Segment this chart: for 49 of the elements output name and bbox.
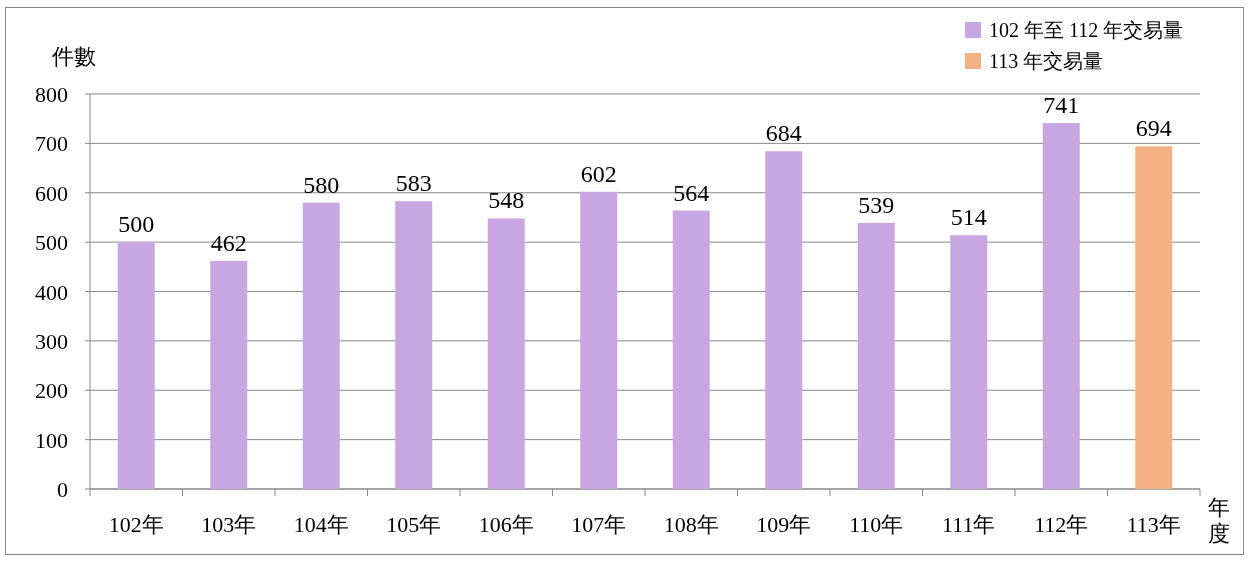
bar	[1042, 123, 1080, 489]
x-tick-label: 103年	[201, 512, 257, 537]
x-tick-label: 105年	[386, 512, 442, 537]
x-tick-label: 102年	[108, 512, 164, 537]
bar	[765, 151, 803, 489]
y-tick-label: 500	[35, 230, 68, 256]
data-label: 564	[673, 179, 710, 206]
y-tick-label: 0	[57, 477, 68, 502]
x-axis-title: 年度	[1208, 495, 1230, 546]
x-tick-label: 111年	[942, 512, 996, 537]
x-tick-label: 112年	[1034, 512, 1089, 537]
data-label: 514	[950, 204, 987, 231]
y-tick-label: 800	[35, 82, 68, 107]
data-label: 462	[210, 229, 247, 256]
bar	[950, 235, 988, 489]
bar	[487, 218, 525, 489]
data-label: 684	[765, 120, 802, 147]
bar	[580, 191, 618, 489]
y-tick-label: 200	[35, 378, 68, 404]
data-label: 539	[858, 191, 895, 218]
legend-label: 113 年交易量	[989, 50, 1104, 72]
y-tick-label: 600	[35, 180, 68, 206]
x-tick-label: 104年	[293, 512, 349, 537]
y-tick-label: 400	[35, 279, 68, 305]
data-label: 741	[1043, 92, 1080, 119]
data-label: 580	[303, 171, 340, 198]
y-tick-label: 700	[35, 131, 68, 157]
bar	[1135, 146, 1173, 489]
legend-label: 102 年至 112 年交易量	[989, 19, 1184, 41]
bar	[672, 210, 710, 489]
bar	[302, 202, 340, 489]
data-label: 548	[488, 187, 525, 214]
y-axis-title: 件數	[52, 44, 96, 69]
x-tick-label: 106年	[478, 512, 534, 537]
bar	[857, 222, 895, 489]
data-label: 694	[1135, 115, 1172, 142]
bar	[117, 242, 155, 489]
data-label: 500	[118, 211, 155, 238]
y-tick-label: 100	[35, 427, 68, 453]
x-tick-label: 109年	[756, 512, 812, 537]
x-tick-label: 110年	[849, 512, 904, 537]
data-label: 602	[580, 160, 617, 187]
bar	[210, 260, 248, 489]
y-tick-label: 300	[35, 328, 68, 354]
x-tick-label: 113年	[1126, 512, 1181, 537]
data-label: 583	[395, 170, 432, 197]
x-tick-label: 108年	[663, 512, 719, 537]
bar	[395, 201, 433, 489]
x-tick-label: 107年	[571, 512, 627, 537]
